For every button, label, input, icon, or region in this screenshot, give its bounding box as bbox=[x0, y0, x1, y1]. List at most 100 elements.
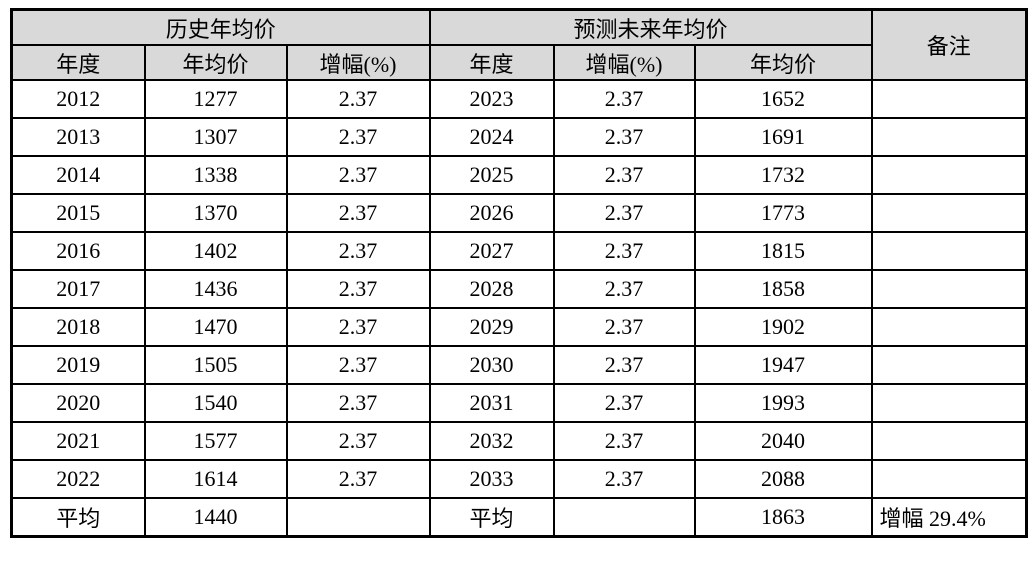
average-remark-cell: 增幅 29.4% bbox=[870, 497, 1028, 538]
forecast-price-cell: 1773 bbox=[693, 193, 873, 233]
forecast-growth-cell: 2.37 bbox=[552, 269, 696, 309]
table-row: 2019 1505 2.37 2030 2.37 1947 bbox=[10, 345, 1028, 385]
forecast-year-cell: 2023 bbox=[428, 79, 555, 119]
forecast-growth-cell: 2.37 bbox=[552, 155, 696, 195]
historical-year-cell: 2020 bbox=[10, 383, 146, 423]
historical-price-cell: 1577 bbox=[143, 421, 288, 461]
historical-growth-cell: 2.37 bbox=[285, 117, 431, 157]
forecast-year-cell: 2026 bbox=[428, 193, 555, 233]
historical-price-cell: 1540 bbox=[143, 383, 288, 423]
table-row: 2014 1338 2.37 2025 2.37 1732 bbox=[10, 155, 1028, 195]
forecast-growth-cell: 2.37 bbox=[552, 345, 696, 385]
historical-year-cell: 2016 bbox=[10, 231, 146, 271]
remark-cell bbox=[870, 155, 1028, 195]
historical-growth-cell: 2.37 bbox=[285, 231, 431, 271]
historical-year-cell: 2013 bbox=[10, 117, 146, 157]
historical-price-header: 年均价 bbox=[143, 44, 288, 81]
forecast-growth-cell: 2.37 bbox=[552, 383, 696, 423]
forecast-growth-cell: 2.37 bbox=[552, 459, 696, 499]
forecast-price-cell: 1732 bbox=[693, 155, 873, 195]
historical-growth-cell: 2.37 bbox=[285, 79, 431, 119]
historical-price-cell: 1277 bbox=[143, 79, 288, 119]
forecast-price-cell: 1902 bbox=[693, 307, 873, 347]
table-row: 2020 1540 2.37 2031 2.37 1993 bbox=[10, 383, 1028, 423]
remark-cell bbox=[870, 231, 1028, 271]
historical-growth-cell: 2.37 bbox=[285, 345, 431, 385]
historical-year-cell: 2018 bbox=[10, 307, 146, 347]
historical-average-label: 平均 bbox=[10, 497, 146, 538]
remark-cell bbox=[870, 79, 1028, 119]
historical-price-cell: 1370 bbox=[143, 193, 288, 233]
historical-year-cell: 2015 bbox=[10, 193, 146, 233]
forecast-growth-cell: 2.37 bbox=[552, 193, 696, 233]
price-forecast-table: 历史年均价 预测未来年均价 备注 年度 年均价 增幅(%) 年度 增幅(%) 年… bbox=[10, 8, 1029, 538]
historical-growth-cell: 2.37 bbox=[285, 307, 431, 347]
table-row: 2018 1470 2.37 2029 2.37 1902 bbox=[10, 307, 1028, 347]
remark-cell bbox=[870, 193, 1028, 233]
forecast-average-label: 平均 bbox=[428, 497, 555, 538]
historical-price-cell: 1614 bbox=[143, 459, 288, 499]
forecast-price-cell: 2088 bbox=[693, 459, 873, 499]
historical-growth-cell: 2.37 bbox=[285, 421, 431, 461]
forecast-average-price-cell: 1863 bbox=[693, 497, 873, 538]
historical-year-cell: 2012 bbox=[10, 79, 146, 119]
forecast-growth-cell: 2.37 bbox=[552, 231, 696, 271]
forecast-growth-cell: 2.37 bbox=[552, 79, 696, 119]
forecast-year-cell: 2024 bbox=[428, 117, 555, 157]
historical-year-header: 年度 bbox=[10, 44, 146, 81]
historical-price-cell: 1470 bbox=[143, 307, 288, 347]
historical-growth-cell: 2.37 bbox=[285, 269, 431, 309]
forecast-growth-cell: 2.37 bbox=[552, 307, 696, 347]
table-group-header-row: 历史年均价 预测未来年均价 备注 bbox=[10, 8, 1028, 81]
historical-price-cell: 1402 bbox=[143, 231, 288, 271]
table-row: 2017 1436 2.37 2028 2.37 1858 bbox=[10, 269, 1028, 309]
historical-price-cell: 1505 bbox=[143, 345, 288, 385]
historical-year-cell: 2014 bbox=[10, 155, 146, 195]
historical-growth-cell: 2.37 bbox=[285, 459, 431, 499]
table-column-header-row: 年度 年均价 增幅(%) 年度 增幅(%) 年均价 bbox=[10, 44, 1027, 81]
forecast-year-cell: 2030 bbox=[428, 345, 555, 385]
table-row: 2021 1577 2.37 2032 2.37 2040 bbox=[10, 421, 1028, 461]
historical-growth-cell: 2.37 bbox=[285, 383, 431, 423]
forecast-growth-cell: 2.37 bbox=[552, 421, 696, 461]
forecast-average-growth-cell bbox=[552, 497, 696, 538]
forecast-price-cell: 1691 bbox=[693, 117, 873, 157]
historical-price-cell: 1307 bbox=[143, 117, 288, 157]
historical-section-header: 历史年均价 bbox=[10, 8, 431, 46]
table-row: 2015 1370 2.37 2026 2.37 1773 bbox=[10, 193, 1028, 233]
historical-year-cell: 2021 bbox=[10, 421, 146, 461]
historical-average-price-cell: 1440 bbox=[143, 497, 288, 538]
forecast-growth-header: 增幅(%) bbox=[552, 44, 696, 81]
forecast-year-header: 年度 bbox=[428, 44, 555, 81]
forecast-year-cell: 2027 bbox=[428, 231, 555, 271]
historical-year-cell: 2017 bbox=[10, 269, 146, 309]
forecast-price-cell: 1815 bbox=[693, 231, 873, 271]
historical-growth-cell: 2.37 bbox=[285, 155, 431, 195]
table-row: 2013 1307 2.37 2024 2.37 1691 bbox=[10, 117, 1028, 157]
table-row: 2022 1614 2.37 2033 2.37 2088 bbox=[10, 459, 1028, 499]
historical-average-growth-cell bbox=[285, 497, 431, 538]
forecast-growth-cell: 2.37 bbox=[552, 117, 696, 157]
forecast-price-cell: 1652 bbox=[693, 79, 873, 119]
remark-cell bbox=[870, 345, 1028, 385]
historical-price-cell: 1436 bbox=[143, 269, 288, 309]
remark-cell bbox=[870, 117, 1028, 157]
forecast-price-header: 年均价 bbox=[693, 44, 873, 81]
historical-year-cell: 2019 bbox=[10, 345, 146, 385]
remark-cell bbox=[870, 383, 1028, 423]
forecast-year-cell: 2031 bbox=[428, 383, 555, 423]
forecast-year-cell: 2033 bbox=[428, 459, 555, 499]
forecast-price-cell: 2040 bbox=[693, 421, 873, 461]
forecast-section-header: 预测未来年均价 bbox=[428, 8, 873, 46]
historical-growth-cell: 2.37 bbox=[285, 193, 431, 233]
table-row: 2016 1402 2.37 2027 2.37 1815 bbox=[10, 231, 1028, 271]
average-row: 平均 1440 平均 1863 增幅 29.4% bbox=[10, 497, 1028, 538]
forecast-price-cell: 1947 bbox=[693, 345, 873, 385]
remark-column-header: 备注 bbox=[870, 8, 1028, 81]
forecast-year-cell: 2028 bbox=[428, 269, 555, 309]
forecast-year-cell: 2029 bbox=[428, 307, 555, 347]
forecast-price-cell: 1993 bbox=[693, 383, 873, 423]
remark-cell bbox=[870, 307, 1028, 347]
table-row: 2012 1277 2.37 2023 2.37 1652 bbox=[10, 79, 1028, 119]
forecast-price-cell: 1858 bbox=[693, 269, 873, 309]
